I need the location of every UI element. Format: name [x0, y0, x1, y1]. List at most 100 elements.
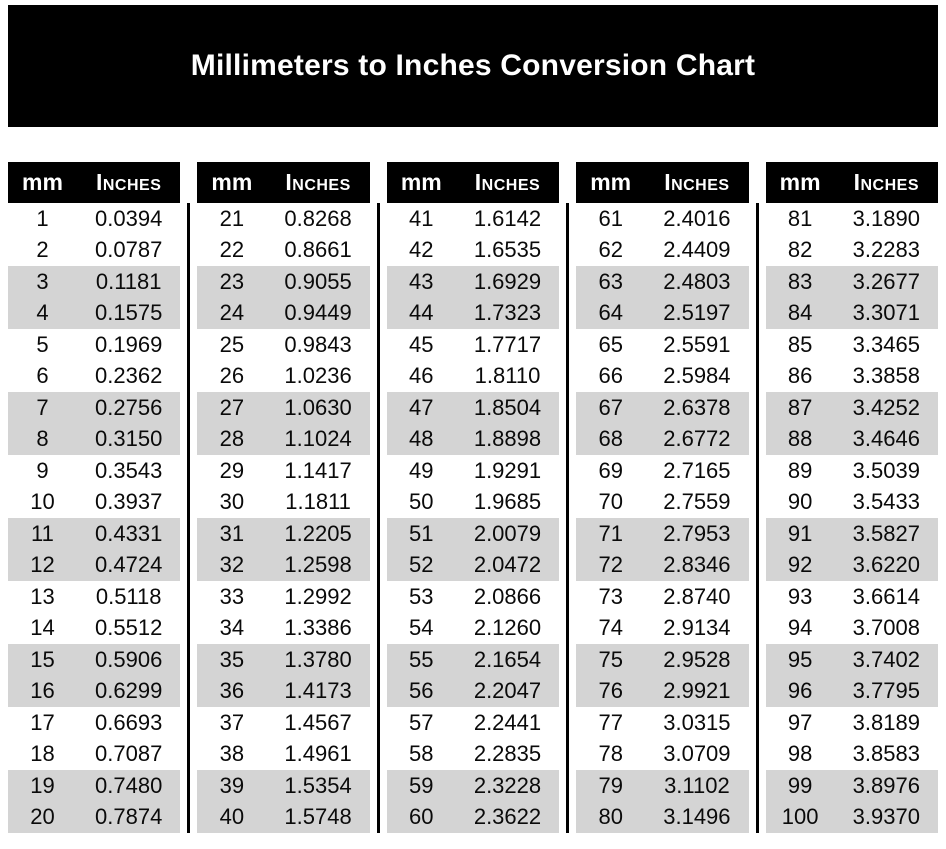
table-group: mm Inches 61 2.4016 62 2.4409 63 2.4803 64 2.5197…	[576, 162, 749, 833]
inches-cell: 2.0079	[473, 520, 542, 546]
table-row: 42 1.6535	[387, 235, 559, 267]
table-row: 63 2.4803	[576, 266, 749, 298]
table-row: 99 3.8976	[765, 770, 939, 802]
inches-cell: 3.7795	[852, 678, 920, 704]
mm-cell: 20	[30, 804, 55, 830]
mm-cell: 77	[598, 709, 623, 735]
page-title: Millimeters to Inches Conversion Chart	[190, 49, 756, 82]
mm-cell: 44	[409, 300, 434, 326]
inches-cell: 1.2205	[284, 520, 352, 546]
inches-cell: 1.9685	[473, 489, 542, 515]
mm-cell: 89	[787, 457, 813, 483]
mm-cell: 91	[787, 520, 813, 546]
table-row: 41 1.6142	[387, 203, 559, 235]
mm-cell: 65	[598, 331, 623, 357]
table-row: 18 0.7087	[8, 739, 180, 771]
inches-cell: 1.5748	[284, 804, 352, 830]
table-row: 24 0.9449	[197, 297, 370, 329]
inches-cell: 3.5433	[852, 489, 920, 515]
title-banner: Millimeters to Inches Conversion Chart	[8, 5, 938, 127]
mm-cell: 83	[787, 268, 813, 294]
mm-cell: 57	[409, 709, 434, 735]
table-row: 30 1.1811	[197, 487, 369, 519]
inches-column-header: Inches	[664, 169, 730, 195]
mm-cell: 61	[598, 205, 623, 231]
table-row: 14 0.5512	[8, 613, 180, 645]
mm-cell: 92	[787, 552, 813, 578]
inches-cell: 1.1024	[284, 426, 352, 452]
inches-cell: 0.3937	[95, 489, 163, 515]
mm-cell: 45	[409, 331, 434, 357]
inches-cell: 0.2756	[95, 394, 163, 420]
mm-cell: 22	[219, 237, 245, 263]
inches-cell: 2.6772	[663, 426, 731, 452]
inches-cell: 0.8268	[284, 205, 352, 231]
table-row: 32 1.2598	[197, 549, 370, 581]
inches-cell: 2.1260	[473, 615, 542, 641]
table-row: 84 3.3071	[765, 297, 939, 329]
inches-cell: 1.8898	[473, 426, 542, 452]
inches-cell: 2.0866	[473, 583, 542, 609]
table-rows: 21 0.8268 22 0.8661 23 0.9055 24 0.9449 25 0.9843…	[197, 203, 370, 833]
table-row: 55 2.1654	[386, 644, 560, 676]
mm-cell: 1	[36, 205, 49, 231]
mm-cell: 70	[598, 489, 623, 515]
inches-cell: 3.6220	[852, 552, 920, 578]
inches-cell: 2.7953	[663, 520, 731, 546]
mm-cell: 15	[30, 646, 55, 672]
inches-cell: 2.7559	[663, 489, 731, 515]
mm-cell: 42	[409, 237, 434, 263]
mm-cell: 52	[409, 552, 434, 578]
table-row: 43 1.6929	[386, 266, 560, 298]
table-group: mm Inches 81 3.1890 82 3.2283 83 3.2677 84 3.3071…	[765, 162, 939, 833]
inches-cell: 1.6535	[473, 237, 542, 263]
table-row: 61 2.4016	[576, 203, 748, 235]
inches-cell: 2.9921	[663, 678, 731, 704]
table-row: 69 2.7165	[576, 455, 748, 487]
table-row: 9 0.3543	[8, 455, 180, 487]
inches-cell: 2.2835	[473, 741, 542, 767]
table-row: 16 0.6299	[8, 675, 181, 707]
table-header: mm Inches	[197, 162, 370, 203]
inches-cell: 2.4803	[663, 268, 731, 294]
table-row: 17 0.6693	[8, 707, 180, 739]
inches-cell: 0.9449	[284, 300, 352, 326]
table-row: 98 3.8583	[766, 739, 938, 771]
table-row: 10 0.3937	[8, 487, 180, 519]
mm-cell: 26	[219, 363, 245, 389]
table-row: 70 2.7559	[576, 487, 748, 519]
mm-cell: 78	[598, 741, 623, 767]
mm-cell: 38	[219, 741, 245, 767]
inches-cell: 2.6378	[663, 394, 731, 420]
inches-column-header: Inches	[474, 169, 541, 195]
mm-cell: 97	[787, 709, 813, 735]
mm-cell: 46	[409, 363, 434, 389]
table-row: 5 0.1969	[8, 329, 180, 361]
mm-cell: 13	[30, 583, 55, 609]
table-row: 64 2.5197	[576, 297, 749, 329]
inches-cell: 0.0394	[95, 205, 163, 231]
mm-cell: 76	[598, 678, 623, 704]
table-row: 23 0.9055	[197, 266, 370, 298]
inches-cell: 3.1890	[852, 205, 920, 231]
inches-cell: 3.1496	[663, 804, 731, 830]
inches-cell: 2.9528	[663, 646, 731, 672]
table-row: 86 3.3858	[766, 361, 938, 393]
mm-cell: 62	[598, 237, 623, 263]
inches-cell: 0.5906	[95, 646, 163, 672]
mm-cell: 86	[787, 363, 813, 389]
table-row: 8 0.3150	[8, 423, 181, 455]
table-row: 39 1.5354	[197, 770, 370, 802]
table-row: 50 1.9685	[387, 487, 559, 519]
table-row: 68 2.6772	[576, 423, 749, 455]
table-group: mm Inches 21 0.8268 22 0.8661 23 0.9055 24 0.9449…	[197, 162, 370, 833]
table-rows: 61 2.4016 62 2.4409 63 2.4803 64 2.5197 65 2.5591…	[576, 203, 749, 833]
table-row: 3 0.1181	[8, 266, 181, 298]
inches-cell: 1.8504	[473, 394, 542, 420]
table-row: 96 3.7795	[765, 675, 939, 707]
inches-cell: 1.5354	[284, 772, 352, 798]
inches-cell: 3.3465	[852, 331, 920, 357]
table-row: 11 0.4331	[8, 518, 181, 550]
inches-cell: 1.7323	[473, 300, 542, 326]
table-row: 22 0.8661	[197, 235, 369, 267]
